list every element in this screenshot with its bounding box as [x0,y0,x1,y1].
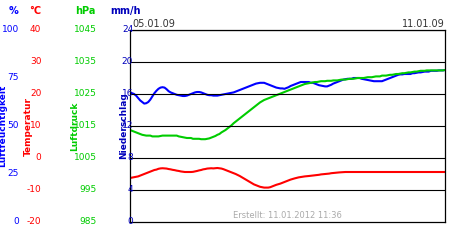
Text: 100: 100 [2,26,19,35]
Text: mm/h: mm/h [110,6,140,16]
Text: 11.01.09: 11.01.09 [402,19,445,29]
Text: 1015: 1015 [74,122,97,130]
Text: 16: 16 [122,90,133,98]
Text: 40: 40 [30,26,41,35]
Text: 12: 12 [122,122,133,130]
Text: 20: 20 [122,58,133,66]
Text: °C: °C [29,6,41,16]
Text: 0: 0 [13,218,19,226]
Text: Niederschlag: Niederschlag [119,92,128,160]
Text: %: % [9,6,18,16]
Text: 4: 4 [128,186,133,194]
Text: Luftfeuchtigkeit: Luftfeuchtigkeit [0,85,7,167]
Text: 1035: 1035 [74,58,97,66]
Text: 1025: 1025 [74,90,97,98]
Text: Luftdruck: Luftdruck [70,101,79,151]
Text: 995: 995 [80,186,97,194]
Text: 8: 8 [127,154,133,162]
Text: 985: 985 [80,218,97,226]
Text: Temperatur: Temperatur [23,96,32,156]
Text: 20: 20 [30,90,41,98]
Text: 1045: 1045 [74,26,97,35]
Text: 75: 75 [7,74,19,82]
Text: -10: -10 [27,186,41,194]
Text: hPa: hPa [75,6,96,16]
Text: 30: 30 [30,58,41,66]
Text: 24: 24 [122,26,133,35]
Text: 05.01.09: 05.01.09 [132,19,175,29]
Text: -20: -20 [27,218,41,226]
Text: 0: 0 [127,218,133,226]
Text: Erstellt: 11.01.2012 11:36: Erstellt: 11.01.2012 11:36 [233,210,342,220]
Text: 10: 10 [30,122,41,130]
Text: 50: 50 [7,122,19,130]
Text: 1005: 1005 [74,154,97,162]
Text: 25: 25 [8,170,19,178]
Text: 0: 0 [36,154,41,162]
